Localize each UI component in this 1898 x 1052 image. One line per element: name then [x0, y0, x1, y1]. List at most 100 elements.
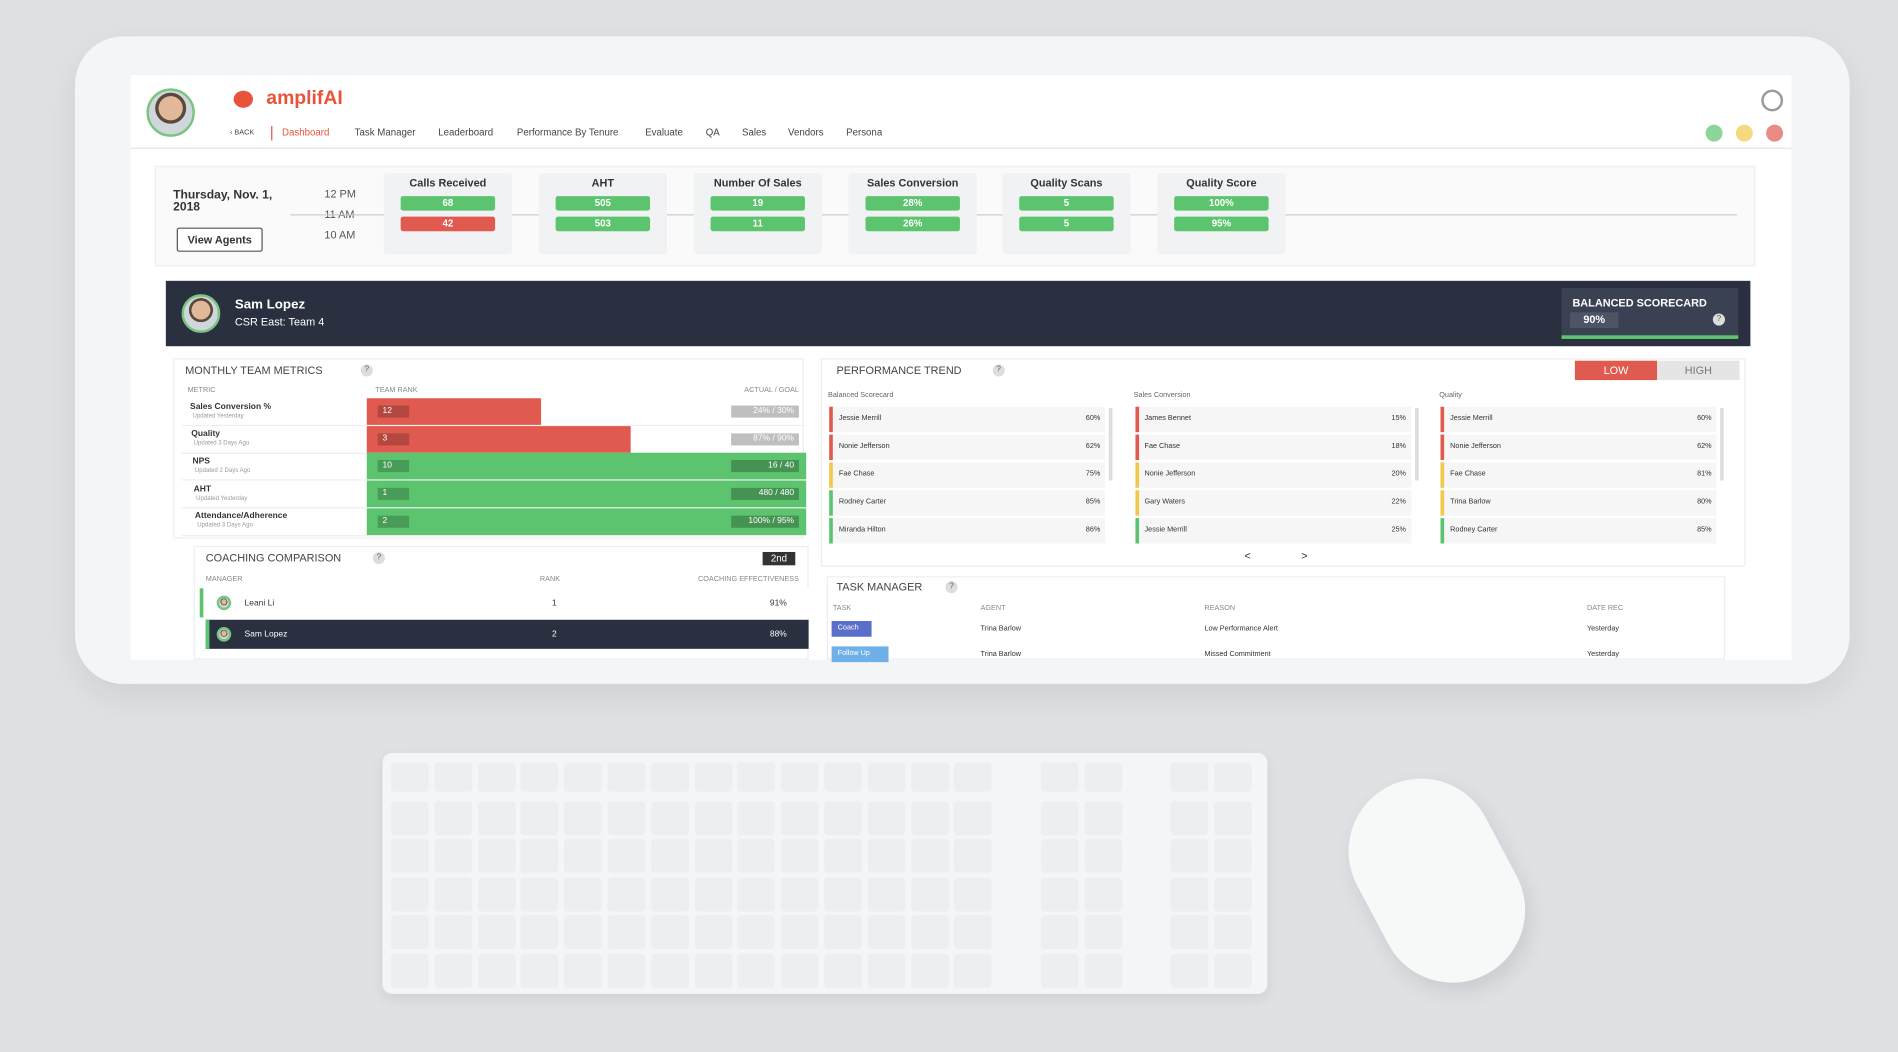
agent-name: Fae Chase	[1144, 443, 1181, 451]
trend-row	[1134, 406, 1411, 433]
nav-item[interactable]: Task Manager	[354, 127, 416, 138]
nav-item[interactable]: QA	[705, 127, 720, 138]
agent-value: 20%	[1391, 470, 1406, 479]
coaching-row	[205, 619, 809, 649]
nav-item[interactable]: Persona	[846, 127, 883, 138]
kpi-value: 5	[1019, 196, 1114, 211]
key	[520, 762, 559, 792]
agent-name: Fae Chase	[838, 470, 875, 479]
task-date: Yesterday	[1586, 651, 1620, 659]
kpi-value: 505	[555, 196, 651, 211]
nav-item[interactable]: Dashboard	[282, 127, 330, 138]
pager-prev[interactable]: <	[1244, 548, 1251, 562]
agent-name: James Bennet	[1144, 415, 1191, 423]
key	[434, 877, 472, 911]
metric-updated: Updated 2 Days Ago	[194, 467, 251, 475]
key	[434, 800, 472, 835]
task-badge[interactable]: Follow Up	[831, 646, 889, 663]
row-divider	[181, 479, 805, 482]
rank-badge: 12	[377, 405, 410, 418]
agent-name: Sam Lopez	[234, 297, 306, 312]
nav-item[interactable]: Sales	[742, 127, 767, 138]
metric-updated: Updated 3 Days Ago	[197, 522, 253, 530]
panel-title: Sales Conversion	[1133, 392, 1191, 400]
view-agents-button[interactable]: View Agents	[176, 227, 263, 252]
key	[867, 877, 906, 911]
toggle-button[interactable]: HIGH	[1657, 360, 1740, 381]
agent-name: Nonie Jefferson	[1144, 470, 1196, 479]
key	[1084, 800, 1122, 835]
key	[564, 762, 602, 792]
key	[1084, 762, 1122, 792]
agent-value: 60%	[1697, 415, 1712, 423]
effectiveness: 88%	[769, 630, 787, 639]
nav-item[interactable]: Performance By Tenure	[516, 127, 619, 138]
coaching-row	[199, 588, 809, 618]
key	[564, 953, 602, 988]
help-icon: ?	[945, 581, 958, 594]
actual-goal: 480 / 480	[731, 487, 799, 501]
rank-bar	[366, 398, 542, 425]
key	[1041, 953, 1079, 988]
key	[1041, 762, 1079, 792]
nav-item[interactable]: Vendors	[788, 127, 824, 138]
key	[1171, 800, 1209, 835]
nav-item[interactable]: Evaluate	[645, 127, 683, 138]
trend-row	[1440, 462, 1717, 488]
key	[1214, 762, 1252, 792]
mood-icon	[1735, 124, 1753, 142]
key	[607, 762, 646, 792]
trend-row	[829, 518, 1106, 544]
metric-updated: Updated Yesterday	[192, 412, 244, 420]
key	[477, 915, 516, 950]
key	[824, 915, 862, 950]
nav-item[interactable]: Leaderboard	[438, 127, 494, 138]
key	[694, 800, 732, 835]
time-label: 12 PM	[324, 187, 356, 200]
kpi-title: Calls Received	[409, 176, 487, 189]
key	[1041, 800, 1079, 835]
pager-next[interactable]: >	[1301, 548, 1308, 562]
key	[824, 838, 862, 873]
column-header: REASON	[1204, 605, 1236, 613]
key	[520, 915, 559, 950]
key	[390, 915, 429, 950]
task-badge[interactable]: Coach	[831, 620, 872, 637]
trend-row	[1440, 434, 1717, 460]
agent-value: 85%	[1085, 498, 1101, 506]
actual-goal: 87% / 90%	[731, 432, 799, 446]
actual-goal: 16 / 40	[731, 460, 799, 473]
key	[607, 915, 646, 950]
key	[1171, 953, 1209, 988]
key	[434, 762, 472, 792]
key	[607, 800, 646, 835]
key	[477, 838, 516, 873]
rank-bar	[366, 453, 807, 480]
key	[390, 800, 429, 835]
trend-row	[829, 406, 1106, 433]
nav-item[interactable]: ‹ BACK	[229, 129, 255, 137]
actual-goal: 24% / 30%	[731, 405, 799, 418]
toggle-button[interactable]: LOW	[1574, 360, 1658, 381]
metric-name: Quality	[191, 429, 220, 439]
kpi-value: 26%	[865, 216, 960, 232]
key	[780, 915, 819, 950]
column-header: AGENT	[980, 605, 1006, 613]
kpi-title: Quality Scans	[1030, 176, 1103, 189]
avatar	[181, 294, 221, 333]
row-divider	[181, 507, 805, 509]
avatar	[216, 627, 232, 642]
key	[1214, 838, 1252, 873]
column-header: TASK	[832, 605, 852, 613]
key	[1214, 800, 1252, 835]
key	[1084, 838, 1122, 873]
column-header: RANK	[539, 576, 561, 584]
column-header: MANAGER	[205, 576, 243, 584]
section-title: COACHING COMPARISON	[205, 551, 342, 564]
key	[954, 762, 992, 792]
date: Thursday, Nov. 1, 2018	[173, 188, 273, 215]
key	[651, 762, 689, 792]
key	[520, 877, 559, 911]
trend-row	[1440, 406, 1717, 433]
